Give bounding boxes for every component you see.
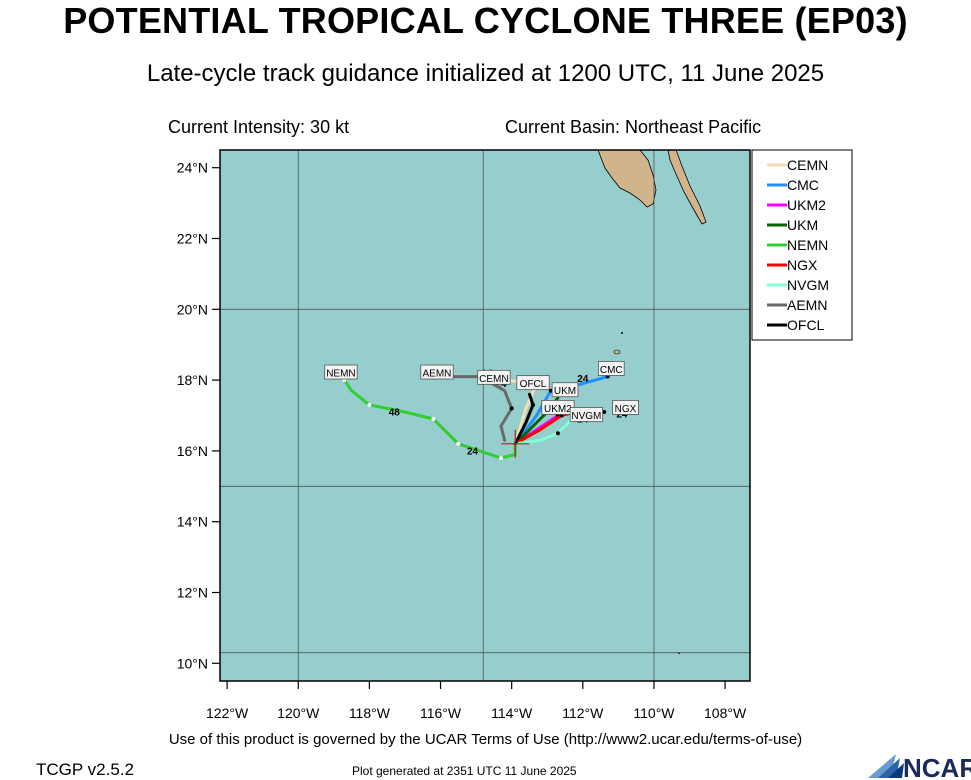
y-tick-label: 20°N <box>177 301 208 317</box>
plot-generated: Plot generated at 2351 UTC 11 June 2025 <box>352 764 577 778</box>
x-tick-label: 122°W <box>206 705 249 721</box>
x-tick-label: 116°W <box>420 705 462 721</box>
ncar-logo-mark <box>868 754 904 778</box>
track-point-ofcl <box>531 402 536 407</box>
legend-item-ukm2: UKM2 <box>787 197 826 213</box>
track-ofcl <box>513 392 535 446</box>
legend-item-aemn: AEMN <box>787 297 827 313</box>
track-label-ukm: UKM <box>554 386 576 397</box>
track-point-nemn <box>456 441 461 446</box>
map-frame <box>219 149 751 682</box>
y-tick-label: 14°N <box>177 514 208 530</box>
ncar-logo-text: NCAR <box>903 753 971 780</box>
track-aemn <box>446 375 514 442</box>
page-subtitle: Late-cycle track guidance initialized at… <box>146 60 825 87</box>
island-socorro <box>613 349 621 355</box>
forecast-hour-label: 24 <box>577 374 589 385</box>
y-tick-label: 10°N <box>177 655 208 671</box>
track-label-aemn: AEMN <box>423 369 452 380</box>
track-label-ukm2: UKM2 <box>544 404 572 415</box>
track-label-box <box>516 375 550 391</box>
current-intensity: Current Intensity: 30 kt <box>168 117 350 137</box>
track-point-nemn <box>499 455 504 460</box>
x-tick-label: 120°W <box>277 705 320 721</box>
track-label-box <box>569 407 603 422</box>
ocean-background <box>220 150 750 681</box>
version-label: TCGP v2.5.2 <box>36 760 134 779</box>
track-point-nemn <box>367 402 372 407</box>
legend-item-ngx: NGX <box>787 257 818 273</box>
y-tick-label: 22°N <box>177 231 208 247</box>
x-tick-label: 108°W <box>704 705 747 721</box>
track-label-box <box>551 382 579 398</box>
track-label-ngx: NGX <box>615 404 637 415</box>
legend-item-ukm: UKM <box>787 217 818 233</box>
track-point-nvgm <box>555 431 560 436</box>
island-san-benedicto <box>621 332 623 334</box>
track-point-aemn <box>509 406 514 411</box>
track-label-nvgm: NVGM <box>571 411 601 422</box>
forecast-hour-label: 24 <box>467 446 479 457</box>
track-map-chart: 10°N 12°N 14°N 16°N 18°N 20°N 22°N 24°N 122°W 120… <box>177 149 853 721</box>
page-title: POTENTIAL TROPICAL CYCLONE THREE (EP03) <box>63 0 908 41</box>
x-tick-label: 110°W <box>633 705 675 721</box>
land-mainland-coast <box>667 149 707 225</box>
terms-of-use: Use of this product is governed by the U… <box>168 731 803 748</box>
y-tick-label: 18°N <box>177 372 208 388</box>
track-label-nemn: NEMN <box>326 369 355 380</box>
track-label-box <box>597 361 625 376</box>
land-baja-california <box>597 149 657 208</box>
current-basin: Current Basin: Northeast Pacific <box>505 117 762 137</box>
track-label-ofcl: OFCL <box>520 379 547 390</box>
track-label-cemn: CEMN <box>479 374 508 385</box>
x-tick-label: 114°W <box>491 705 533 721</box>
track-label-box <box>477 369 511 385</box>
track-point-nvgm <box>602 409 607 414</box>
x-tick-label: 118°W <box>349 705 391 721</box>
y-tick-label: 12°N <box>177 585 208 601</box>
ncar-logo: NCAR <box>868 753 971 780</box>
legend-item-nvgm: NVGM <box>787 277 829 293</box>
legend-item-nemn: NEMN <box>787 237 828 253</box>
track-label-box <box>612 400 639 415</box>
y-tick-label: 24°N <box>177 160 208 176</box>
y-tick-label: 16°N <box>177 443 208 459</box>
legend-item-ofcl: OFCL <box>787 317 825 333</box>
legend-item-cemn: CEMN <box>787 157 828 173</box>
track-label-cmc: CMC <box>600 365 623 376</box>
legend-item-cmc: CMC <box>787 177 819 193</box>
x-tick-label: 112°W <box>562 705 604 721</box>
track-label-box <box>420 364 454 380</box>
forecast-hour-label: 48 <box>389 408 401 419</box>
track-point-nemn <box>431 417 436 422</box>
track-label-box <box>324 364 358 380</box>
track-nemn <box>343 378 517 460</box>
